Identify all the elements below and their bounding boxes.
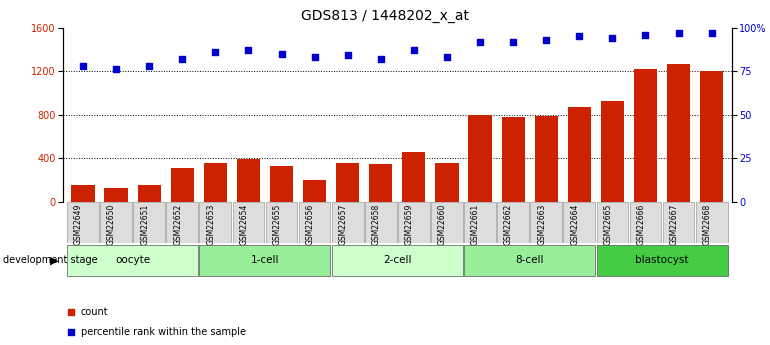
- Point: [309, 55, 321, 60]
- Bar: [468, 115, 491, 202]
- Bar: [204, 163, 227, 202]
- FancyBboxPatch shape: [365, 202, 397, 243]
- FancyBboxPatch shape: [531, 202, 562, 243]
- FancyBboxPatch shape: [630, 202, 661, 243]
- Point: [375, 56, 387, 62]
- Point: [474, 39, 486, 44]
- Text: ▶: ▶: [50, 256, 59, 265]
- Point: [639, 32, 651, 37]
- Point: [540, 37, 552, 42]
- Bar: [336, 163, 360, 202]
- Point: [110, 67, 122, 72]
- Text: GSM22653: GSM22653: [206, 204, 216, 245]
- Text: GSM22667: GSM22667: [670, 204, 678, 245]
- Point: [464, 228, 477, 233]
- Text: GSM22660: GSM22660: [438, 204, 447, 245]
- FancyBboxPatch shape: [464, 245, 595, 276]
- Point: [507, 39, 519, 44]
- FancyBboxPatch shape: [564, 202, 595, 243]
- Bar: [534, 116, 557, 202]
- FancyBboxPatch shape: [332, 202, 363, 243]
- Text: 8-cell: 8-cell: [515, 255, 544, 265]
- Text: GSM22658: GSM22658: [372, 204, 381, 245]
- Bar: [237, 159, 260, 202]
- Text: GSM22657: GSM22657: [339, 204, 348, 245]
- Bar: [270, 166, 293, 202]
- Text: GDS813 / 1448202_x_at: GDS813 / 1448202_x_at: [301, 9, 469, 23]
- Bar: [72, 185, 95, 202]
- Text: development stage: development stage: [3, 256, 98, 265]
- Point: [243, 48, 255, 53]
- Text: GSM22663: GSM22663: [537, 204, 546, 245]
- Point: [440, 55, 453, 60]
- Bar: [105, 188, 128, 202]
- FancyBboxPatch shape: [266, 202, 297, 243]
- Text: oocyte: oocyte: [115, 255, 150, 265]
- Text: GSM22654: GSM22654: [239, 204, 249, 245]
- Bar: [700, 71, 723, 202]
- Text: 1-cell: 1-cell: [251, 255, 280, 265]
- Text: count: count: [81, 307, 108, 317]
- Text: GSM22656: GSM22656: [306, 204, 315, 245]
- Text: GSM22659: GSM22659: [405, 204, 413, 245]
- Point: [705, 30, 718, 36]
- FancyBboxPatch shape: [332, 245, 463, 276]
- FancyBboxPatch shape: [464, 202, 496, 243]
- Text: GSM22661: GSM22661: [471, 204, 480, 245]
- Point: [407, 48, 420, 53]
- FancyBboxPatch shape: [597, 245, 728, 276]
- Bar: [567, 107, 591, 202]
- Bar: [369, 164, 393, 202]
- Point: [464, 47, 477, 53]
- Bar: [601, 100, 624, 202]
- FancyBboxPatch shape: [199, 202, 231, 243]
- Text: GSM22651: GSM22651: [140, 204, 149, 245]
- Bar: [171, 168, 194, 202]
- FancyBboxPatch shape: [663, 202, 695, 243]
- Text: percentile rank within the sample: percentile rank within the sample: [81, 327, 246, 337]
- FancyBboxPatch shape: [67, 202, 99, 243]
- Point: [276, 51, 288, 57]
- Text: GSM22662: GSM22662: [504, 204, 513, 245]
- Bar: [667, 63, 690, 202]
- Text: GSM22668: GSM22668: [703, 204, 711, 245]
- Point: [77, 63, 89, 69]
- FancyBboxPatch shape: [133, 202, 165, 243]
- Text: GSM22655: GSM22655: [273, 204, 282, 245]
- FancyBboxPatch shape: [398, 202, 430, 243]
- Text: GSM22666: GSM22666: [637, 204, 645, 245]
- FancyBboxPatch shape: [299, 202, 330, 243]
- Text: GSM22649: GSM22649: [74, 204, 83, 245]
- FancyBboxPatch shape: [199, 245, 330, 276]
- Point: [573, 33, 585, 39]
- Text: GSM22650: GSM22650: [107, 204, 116, 245]
- FancyBboxPatch shape: [233, 202, 264, 243]
- Bar: [402, 152, 426, 202]
- Point: [176, 56, 189, 62]
- Bar: [435, 162, 458, 202]
- Point: [606, 35, 618, 41]
- Bar: [634, 69, 657, 202]
- FancyBboxPatch shape: [431, 202, 463, 243]
- Point: [143, 63, 156, 69]
- Bar: [138, 185, 161, 202]
- Bar: [501, 117, 524, 202]
- Point: [209, 49, 222, 55]
- Text: 2-cell: 2-cell: [383, 255, 412, 265]
- Text: GSM22652: GSM22652: [173, 204, 182, 245]
- Text: blastocyst: blastocyst: [635, 255, 689, 265]
- FancyBboxPatch shape: [497, 202, 529, 243]
- Text: GSM22665: GSM22665: [604, 204, 612, 245]
- Point: [342, 53, 354, 58]
- Text: GSM22664: GSM22664: [571, 204, 579, 245]
- FancyBboxPatch shape: [166, 202, 198, 243]
- Point: [672, 30, 685, 36]
- FancyBboxPatch shape: [696, 202, 728, 243]
- FancyBboxPatch shape: [100, 202, 132, 243]
- FancyBboxPatch shape: [67, 245, 198, 276]
- FancyBboxPatch shape: [597, 202, 628, 243]
- Bar: [303, 180, 326, 202]
